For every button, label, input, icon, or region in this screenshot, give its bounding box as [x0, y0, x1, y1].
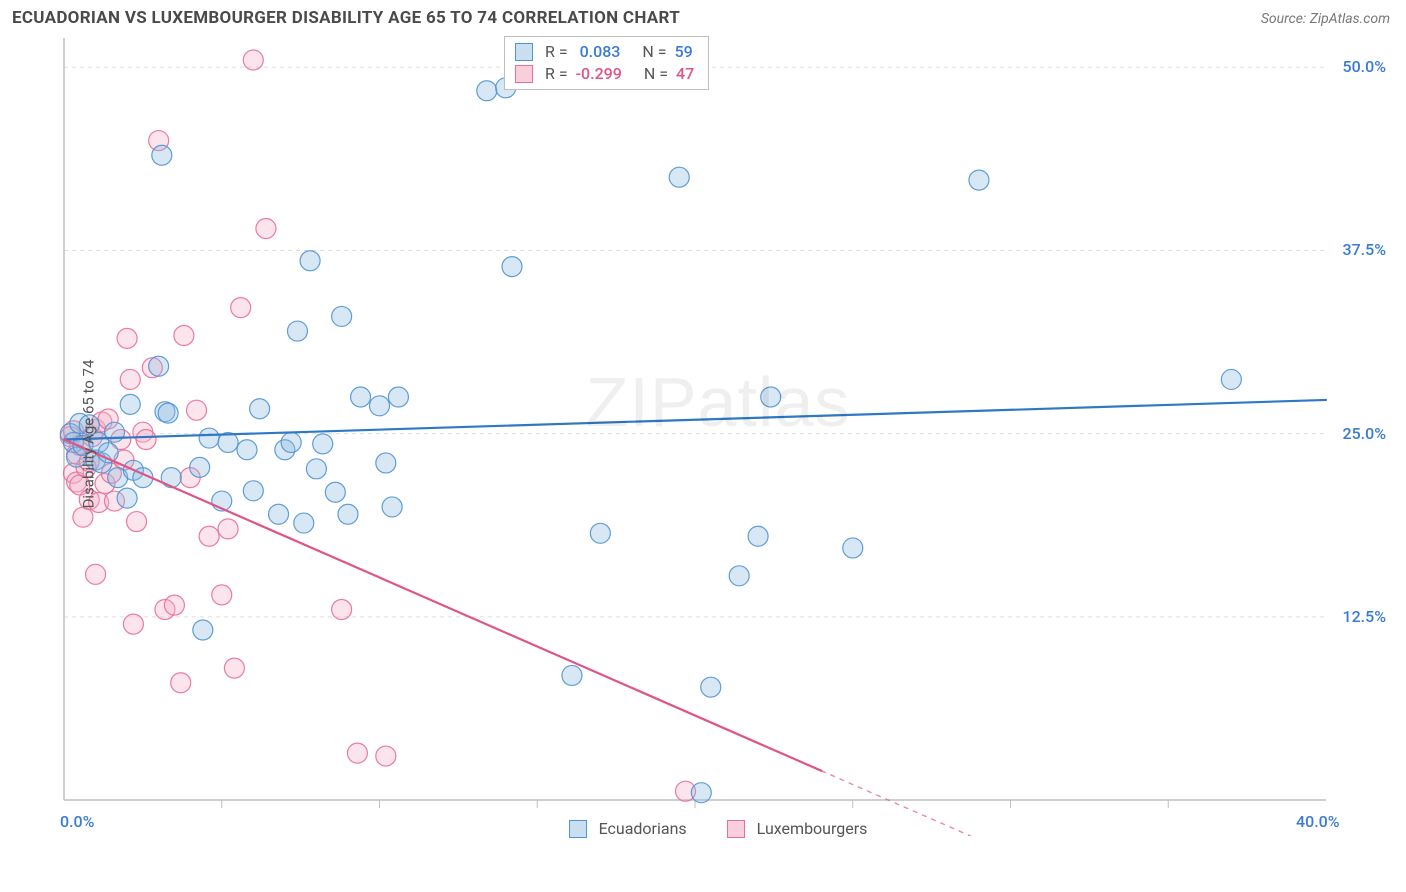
r-value-ecuadorians: 0.083 [580, 41, 621, 63]
swatch-pink-icon [727, 820, 745, 838]
chart-source: Source: ZipAtlas.com [1261, 11, 1390, 27]
swatch-blue-icon [569, 820, 587, 838]
legend-label-luxembourgers: Luxembourgers [757, 819, 868, 838]
legend-item-luxembourgers: Luxembourgers [727, 819, 868, 838]
chart-svg [50, 32, 1386, 836]
y-axis-label: Disability Age 65 to 74 [79, 360, 97, 509]
r-value-luxembourgers: -0.299 [576, 63, 622, 85]
legend-item-ecuadorians: Ecuadorians [569, 819, 687, 838]
y-tick-0: 12.5% [1316, 607, 1386, 626]
chart-header: ECUADORIAN VS LUXEMBOURGER DISABILITY AG… [10, 6, 1396, 32]
x-tick-min: 0.0% [60, 812, 94, 831]
swatch-blue-icon [515, 43, 533, 61]
n-value-ecuadorians: 59 [675, 41, 693, 63]
n-value-luxembourgers: 47 [676, 63, 694, 85]
x-tick-max: 40.0% [1296, 812, 1340, 831]
chart-plot-area: Disability Age 65 to 74 ZIPatlas R = 0.0… [50, 32, 1386, 836]
swatch-pink-icon [515, 65, 533, 83]
legend-label-ecuadorians: Ecuadorians [599, 819, 687, 838]
y-tick-1: 25.0% [1316, 424, 1386, 443]
y-tick-3: 50.0% [1316, 57, 1386, 76]
chart-legend: Ecuadorians Luxembourgers [50, 819, 1386, 838]
stats-row-luxembourgers: R = -0.299 N = 47 [515, 63, 694, 85]
correlation-stats-box: R = 0.083 N = 59 R = -0.299 N = 47 [504, 36, 709, 90]
stats-row-ecuadorians: R = 0.083 N = 59 [515, 41, 694, 63]
chart-container: ECUADORIAN VS LUXEMBOURGER DISABILITY AG… [0, 0, 1406, 892]
chart-title: ECUADORIAN VS LUXEMBOURGER DISABILITY AG… [12, 8, 680, 28]
y-tick-2: 37.5% [1316, 240, 1386, 259]
